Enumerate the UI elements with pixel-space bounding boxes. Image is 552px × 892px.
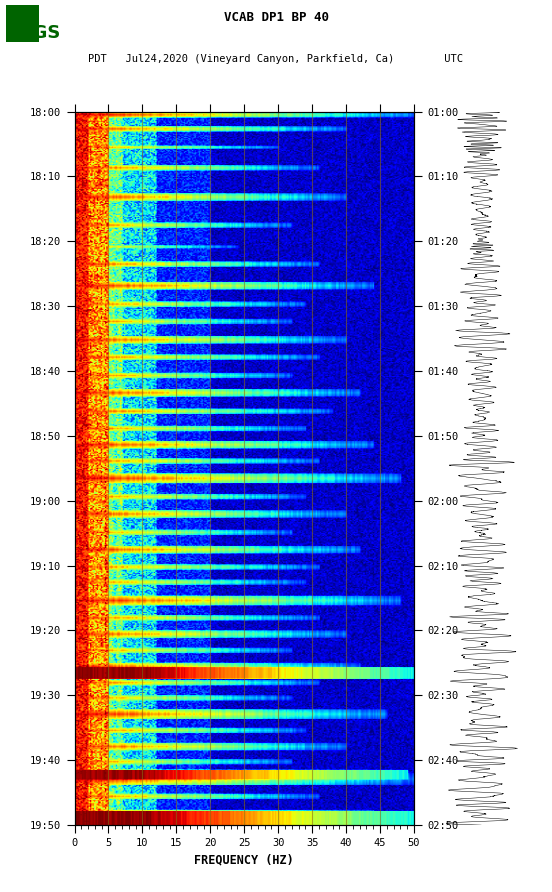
Text: USGS: USGS bbox=[6, 24, 61, 42]
Text: PDT   Jul24,2020 (Vineyard Canyon, Parkfield, Ca)        UTC: PDT Jul24,2020 (Vineyard Canyon, Parkfie… bbox=[88, 54, 464, 64]
Text: VCAB DP1 BP 40: VCAB DP1 BP 40 bbox=[224, 12, 328, 24]
Bar bbox=[6, 4, 39, 42]
X-axis label: FREQUENCY (HZ): FREQUENCY (HZ) bbox=[194, 854, 294, 867]
